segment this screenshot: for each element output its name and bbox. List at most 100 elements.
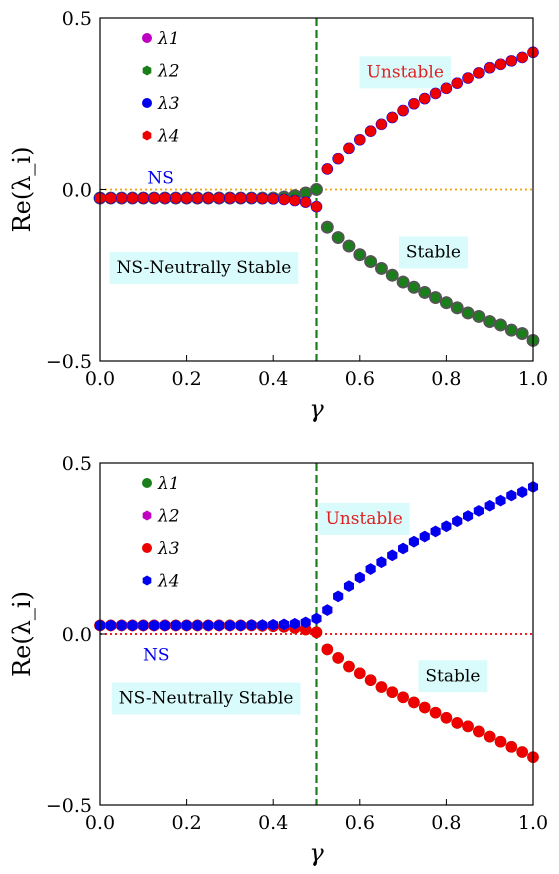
data-point	[376, 118, 387, 131]
x-tick-label: 0.8	[431, 812, 461, 834]
data-point	[462, 306, 474, 320]
data-point	[322, 163, 333, 175]
data-point	[333, 152, 344, 165]
data-point	[495, 58, 506, 71]
data-point	[364, 254, 377, 269]
y-tick-label: 0.5	[62, 8, 92, 30]
data-point	[451, 301, 463, 315]
data-point	[441, 82, 452, 95]
data-point	[419, 530, 430, 543]
y-axis-label: Re(λ_i)	[8, 591, 36, 677]
data-point	[429, 706, 442, 719]
data-point	[203, 619, 214, 632]
data-point	[505, 323, 518, 337]
data-point	[408, 535, 419, 548]
legend-marker	[142, 130, 152, 141]
data-point	[321, 643, 334, 656]
data-point	[463, 510, 474, 522]
annotation-label: NS	[143, 646, 170, 666]
data-point	[181, 192, 192, 204]
x-tick-label: 0.6	[345, 368, 375, 390]
data-point	[332, 652, 344, 664]
legend-marker	[142, 510, 152, 521]
data-point	[452, 77, 463, 89]
data-point	[429, 290, 442, 305]
data-point	[419, 92, 430, 105]
data-point	[354, 133, 365, 146]
data-point	[138, 619, 149, 632]
data-point	[365, 563, 376, 575]
data-point	[246, 192, 257, 204]
x-tick-label: 0.6	[345, 812, 375, 834]
data-point	[484, 61, 495, 74]
legend-label: λ4	[157, 572, 180, 592]
data-point	[387, 549, 398, 562]
data-point	[354, 667, 366, 680]
data-point	[246, 619, 257, 631]
annotation-box	[318, 502, 410, 535]
data-point	[159, 619, 170, 632]
data-point	[494, 318, 507, 332]
data-point	[214, 192, 225, 204]
legend-label: λ3	[157, 94, 180, 114]
data-point	[408, 696, 420, 709]
data-point	[332, 230, 344, 245]
data-point	[105, 192, 116, 204]
data-point	[235, 619, 246, 632]
data-point	[354, 571, 365, 584]
data-point	[268, 192, 279, 205]
annotation-label: Unstable	[367, 62, 444, 82]
data-point	[105, 619, 116, 632]
data-point	[224, 619, 235, 632]
data-point	[268, 618, 279, 631]
annotation-label: Stable	[406, 242, 461, 262]
data-point	[408, 97, 419, 110]
annotation-stable: Stable	[418, 660, 488, 693]
data-point	[430, 525, 441, 538]
annotation-ns-neutrally-stable: NS-Neutrally Stable	[111, 682, 301, 715]
data-point	[473, 505, 484, 517]
data-point	[300, 196, 311, 208]
x-tick-label: 0.8	[431, 368, 461, 390]
chart-1: Unstable NS Stable NS-Neutrally Stable 0.0 0.…	[8, 8, 548, 423]
y-axis-label: Re(λ_i)	[8, 147, 36, 233]
series-λ4	[94, 46, 539, 213]
data-point	[192, 192, 203, 204]
data-point	[257, 192, 268, 205]
data-point	[386, 268, 398, 282]
data-point	[333, 590, 344, 603]
data-point	[376, 556, 387, 568]
annotation-stable: Stable	[398, 236, 468, 269]
data-point	[440, 711, 453, 724]
data-point	[441, 520, 452, 533]
legend-label: λ2	[157, 62, 180, 82]
legend-marker	[142, 478, 152, 488]
data-point	[279, 618, 290, 631]
x-tick-label: 0.4	[258, 368, 288, 390]
data-point	[343, 142, 354, 155]
legend: λ1 λ2 λ3 λ4	[142, 474, 180, 592]
chart-2: Unstable NS Stable NS-Neutrally Stable 0.0 0.…	[8, 453, 548, 867]
data-point	[214, 619, 225, 632]
data-point	[451, 717, 464, 729]
x-axis-label: γ	[309, 839, 324, 867]
data-point	[235, 192, 246, 204]
data-point	[343, 660, 355, 673]
data-point	[311, 200, 322, 213]
y-tick-label: 0.5	[62, 453, 92, 475]
data-point	[289, 617, 300, 630]
data-point	[224, 192, 235, 204]
x-axis-label: γ	[309, 395, 324, 423]
x-tick-label: 1.0	[518, 368, 548, 390]
x-tick-label: 0.4	[258, 812, 288, 834]
y-tick-label: 0.0	[62, 180, 92, 202]
data-point	[473, 67, 484, 79]
data-point	[310, 626, 323, 639]
legend-label: λ4	[157, 127, 180, 147]
data-point	[343, 580, 354, 592]
legend-label: λ1	[157, 29, 180, 49]
data-point	[494, 735, 507, 748]
legend-marker	[142, 575, 152, 586]
data-point	[483, 730, 496, 743]
x-tick-label: 0.2	[171, 812, 201, 834]
